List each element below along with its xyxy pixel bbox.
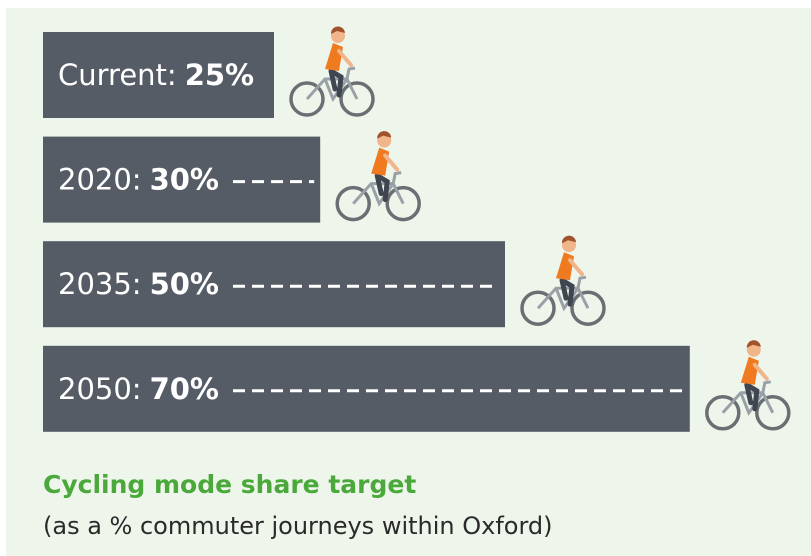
bar-label: Current: 25%: [58, 58, 254, 92]
value-label: 25%: [185, 58, 254, 92]
wheel: [520, 290, 556, 326]
wheel: [705, 395, 741, 431]
wheel: [289, 81, 325, 117]
category-label: Current:: [58, 58, 177, 92]
category-label: 2050:: [58, 372, 142, 406]
cyclist-icon: [520, 235, 606, 326]
head: [746, 342, 761, 357]
category-label: 2020:: [58, 163, 142, 197]
arm: [337, 49, 353, 67]
bar: [43, 136, 321, 223]
legs: [328, 68, 344, 98]
category-label: 2035:: [58, 267, 142, 301]
chart-title: Cycling mode share target: [43, 470, 416, 499]
arm: [383, 153, 400, 172]
hair: [746, 340, 761, 348]
hair: [330, 26, 345, 34]
hair: [561, 235, 576, 244]
legs: [374, 173, 390, 203]
wheel: [385, 185, 421, 222]
arm: [752, 362, 769, 381]
cyclist-icon: [335, 131, 421, 222]
cyclist-icon: [289, 26, 375, 117]
head: [562, 238, 576, 253]
bar: [43, 345, 690, 432]
bar-label: 2020: 30%: [58, 163, 219, 197]
value-label: 70%: [150, 372, 219, 406]
wheel: [570, 290, 606, 326]
legs: [559, 277, 575, 307]
chart-subtitle: (as a % commuter journeys within Oxford): [43, 512, 553, 540]
head: [377, 133, 392, 148]
hair: [377, 131, 392, 139]
bar-label: 2035: 50%: [58, 267, 219, 301]
wheel: [339, 81, 375, 117]
value-label: 50%: [150, 267, 219, 301]
head: [331, 29, 345, 43]
wheel: [335, 185, 371, 222]
legs: [744, 382, 760, 412]
value-label: 30%: [150, 163, 219, 197]
arm: [568, 258, 584, 277]
bar-label: 2050: 70%: [58, 372, 219, 406]
cyclist-icon: [705, 340, 791, 431]
bar: [43, 32, 274, 118]
bar: [43, 241, 505, 328]
wheel: [755, 395, 791, 431]
